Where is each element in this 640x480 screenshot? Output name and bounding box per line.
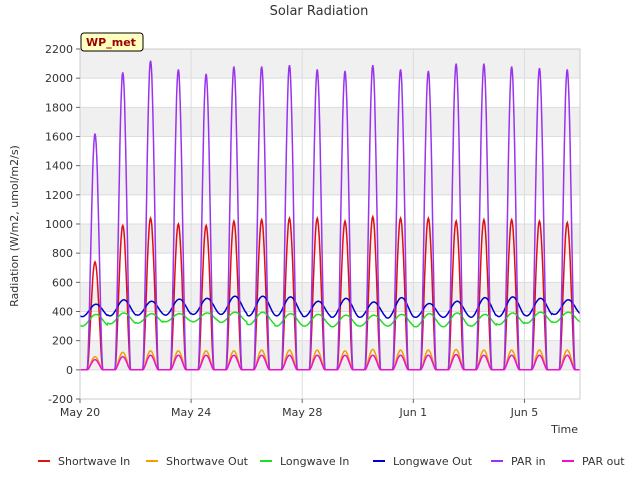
y-tick-label: -200 — [48, 393, 73, 406]
legend-label-shortwave-out: Shortwave Out — [166, 455, 249, 468]
x-axis-label: Time — [550, 423, 578, 436]
series-par-out — [80, 353, 580, 371]
legend: Shortwave In Shortwave Out Longwave In Long… — [38, 455, 625, 468]
series-longwave-out — [79, 295, 581, 319]
legend-label-longwave-in: Longwave In — [280, 455, 349, 468]
y-tick-label: 1600 — [45, 131, 73, 144]
plot-band — [80, 107, 580, 137]
plot-band — [80, 49, 580, 79]
chart-title: Solar Radiation — [270, 4, 369, 19]
x-tick-label: May 20 — [60, 406, 100, 419]
plot-band — [80, 224, 580, 254]
legend-label-par-out: PAR out — [582, 455, 625, 468]
legend-label-longwave-out: Longwave Out — [393, 455, 473, 468]
y-axis-label: Radiation (W/m2, umol/m2/s) — [8, 145, 21, 307]
y-tick-label: 600 — [52, 276, 73, 289]
y-tick-label: 1400 — [45, 160, 73, 173]
plot-band — [80, 340, 580, 370]
y-tick-label: 0 — [66, 364, 73, 377]
y-tick-label: 400 — [52, 306, 73, 319]
series-longwave-in — [79, 311, 581, 328]
x-tick-label: Jun 5 — [510, 406, 539, 419]
axes: -200 0 200 400 600 800 1000 1200 1400 1600 1800 200… — [45, 43, 581, 419]
x-tick-label: Jun 1 — [398, 406, 427, 419]
plot-band — [80, 282, 580, 312]
y-tick-label: 1200 — [45, 189, 73, 202]
legend-label-shortwave-in: Shortwave In — [58, 455, 130, 468]
y-tick-label: 1800 — [45, 101, 73, 114]
y-tick-label: 1000 — [45, 218, 73, 231]
x-tick-label: May 24 — [171, 406, 211, 419]
series-lines — [79, 60, 581, 371]
y-tick-label: 200 — [52, 335, 73, 348]
site-label: WP_met — [86, 36, 136, 49]
y-tick-label: 2200 — [45, 43, 73, 56]
plot-band — [80, 165, 580, 195]
y-tick-label: 800 — [52, 247, 73, 260]
site-label-box: WP_met — [80, 32, 144, 52]
y-tick-label: 2000 — [45, 72, 73, 85]
x-tick-label: May 28 — [282, 406, 322, 419]
legend-label-par-in: PAR in — [511, 455, 546, 468]
